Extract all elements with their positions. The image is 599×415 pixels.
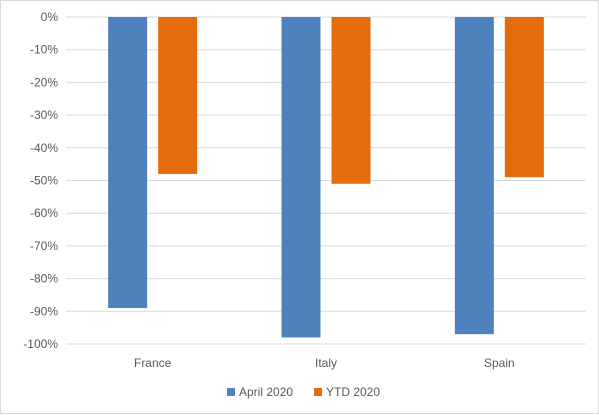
y-tick-label: -80% — [30, 272, 58, 286]
y-tick-label: 0% — [41, 10, 59, 24]
y-tick-label: -70% — [30, 239, 58, 253]
bar-april-2020-france — [108, 17, 148, 309]
x-tick-label: Italy — [315, 356, 337, 370]
bar-ytd-2020-france — [158, 17, 198, 174]
legend-swatch — [314, 388, 322, 396]
bar-april-2020-italy — [281, 17, 321, 338]
legend-label: YTD 2020 — [326, 385, 380, 399]
y-tick-label: -10% — [30, 43, 58, 57]
y-tick-label: -30% — [30, 108, 58, 122]
y-tick-label: -20% — [30, 75, 58, 89]
legend-label: April 2020 — [239, 385, 293, 399]
bar-ytd-2020-italy — [331, 17, 371, 184]
x-tick-label: France — [134, 356, 172, 370]
x-tick-label: Spain — [484, 356, 515, 370]
bars — [108, 17, 544, 338]
legend: April 2020 YTD 2020 — [227, 385, 380, 399]
y-axis-tick-labels: 0% -10% -20% -30% -40% -50% -60% -70% -80% -90% -1… — [23, 10, 58, 351]
bar-april-2020-spain — [454, 17, 494, 335]
y-tick-label: -40% — [30, 141, 58, 155]
y-tick-label: -50% — [30, 174, 58, 188]
legend-swatch — [227, 388, 235, 396]
bar-ytd-2020-spain — [504, 17, 544, 178]
x-axis-tick-labels: France Italy Spain — [134, 356, 515, 370]
y-tick-label: -60% — [30, 206, 58, 220]
y-tick-label: -100% — [23, 337, 58, 351]
y-tick-label: -90% — [30, 304, 58, 318]
